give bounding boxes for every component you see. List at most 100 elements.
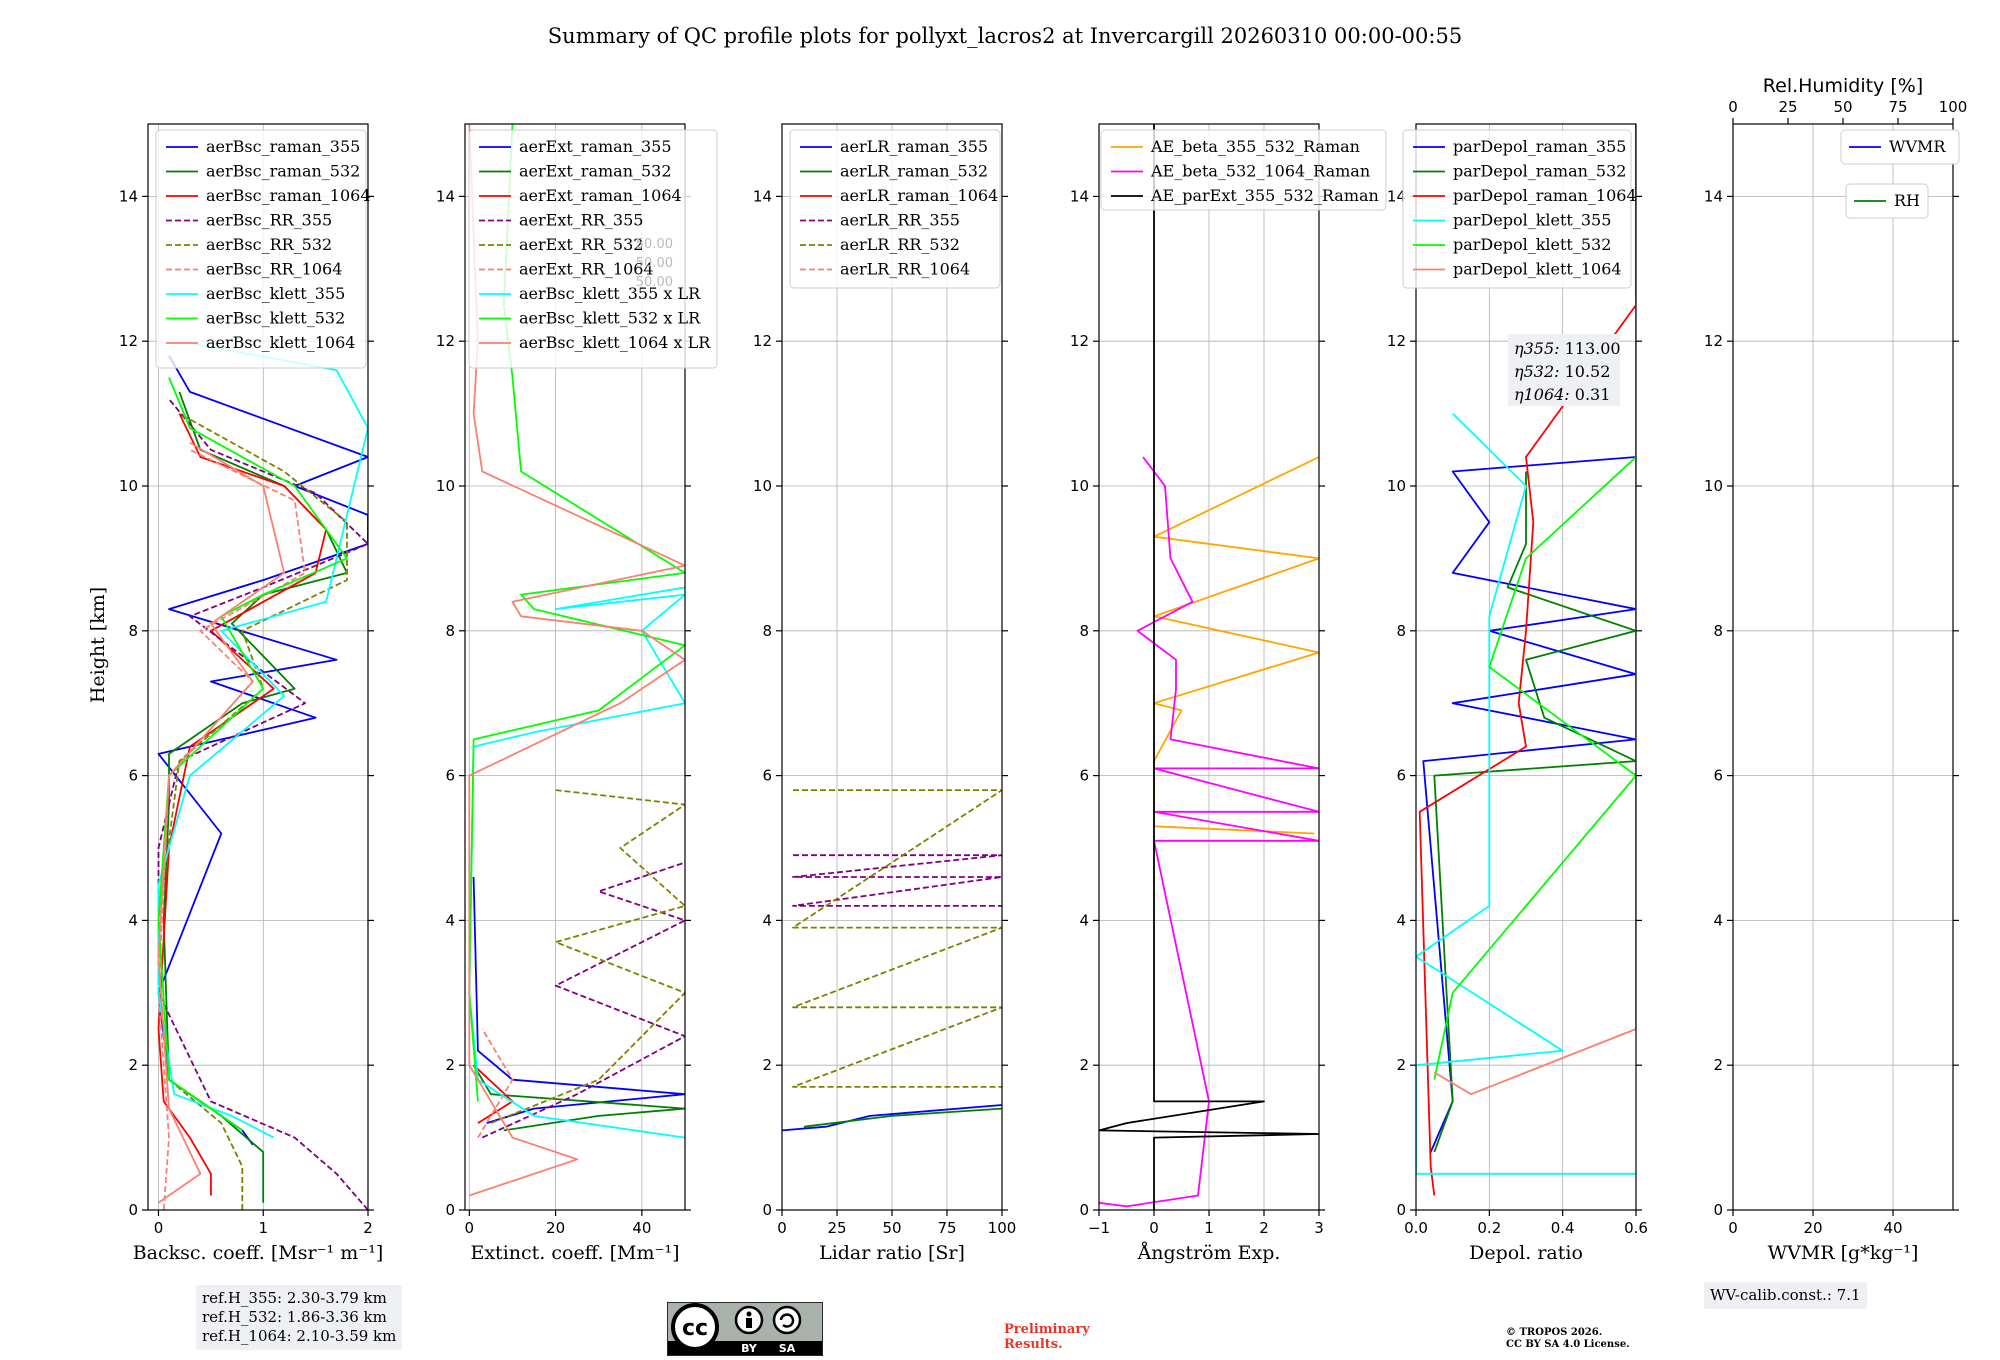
ref-height-532: ref.H_532: 1.86-3.36 km [202,1308,387,1326]
x-tick-label: 0.6 [1624,1219,1648,1237]
plot-frame [147,123,369,1211]
preliminary-line-1: Preliminary [1004,1322,1090,1337]
legend-entry: aerBsc_raman_1064 [206,186,371,205]
y-tick-label: 4 [445,911,455,929]
preliminary-note: Preliminary Results. [1004,1322,1090,1352]
legend-entry: aerLR_RR_355 [840,211,960,230]
legend-entry: aerExt_RR_355 [519,211,643,230]
legend-entry: aerLR_RR_1064 [840,260,970,279]
cc-icon-text: cc [682,1316,708,1341]
y-tick-label: 0 [128,1201,138,1219]
copyright-line-1: © TROPOS 2026. [1506,1327,1603,1338]
top-tick-label: 75 [1888,98,1907,116]
x-tick-label: 0.0 [1404,1219,1428,1237]
sa-icon [772,1305,802,1335]
series-line-aerlr-rr-532 [792,789,1002,1088]
y-tick-label: 8 [1713,622,1723,640]
y-tick-label: 0 [445,1201,455,1219]
y-tick-label: 10 [436,477,455,495]
legend-entry: parDepol_raman_1064 [1453,186,1637,205]
x-tick-label: 0 [1728,1219,1738,1237]
series-line-aerlr-rr-355 [792,854,1002,907]
legend-entry: parDepol_raman_532 [1453,162,1626,181]
legend-entry: aerBsc_klett_532 [206,309,345,328]
y-tick-label: 2 [445,1056,455,1074]
y-tick-label: 0 [1713,1201,1723,1219]
legend-entry: aerBsc_klett_355 [206,284,345,303]
y-tick-label: 6 [762,767,772,785]
top-tick-label: 0 [1728,98,1738,116]
y-tick-label: 14 [119,187,138,205]
series-line-aerbsc-klett-1064-x-lr [468,124,685,1197]
y-tick-label: 4 [1396,911,1406,929]
y-tick-label: 10 [1704,477,1723,495]
legend-entry: aerLR_RR_532 [840,235,960,254]
y-tick-label: 8 [1396,622,1406,640]
series-line-aerext-rr-532 [490,789,685,1124]
y-tick-label: 10 [1387,477,1406,495]
ref-heights-box: ref.H_355: 2.30-3.79 km ref.H_532: 1.86-… [196,1285,403,1350]
y-tick-label: 14 [1704,187,1723,205]
eta-box [1508,334,1620,406]
series-line-aerlr-raman-532 [803,1107,1002,1128]
lidar-ratio-note: 50.00 [636,237,673,252]
x-tick-label: 0 [1149,1219,1159,1237]
legend: parDepol_raman_355 parDepol_raman_532 parD… [1402,129,1637,289]
legend-entry: aerBsc_RR_532 [206,235,332,254]
ref-height-355: ref.H_355: 2.30-3.79 km [202,1289,387,1307]
preliminary-line-2: Results. [1004,1337,1063,1352]
x-axis-label: Depol. ratio [1469,1242,1583,1264]
series-line-ae-beta-532-1064-raman [1099,456,1319,1208]
legend-box [1100,129,1387,211]
y-tick-label: 0 [1079,1201,1089,1219]
legend: aerExt_raman_355 aerExt_raman_532 aerExt_r… [468,129,718,369]
legend-entry: aerBsc_RR_1064 [206,260,342,279]
legend-entry: RH [1894,191,1920,210]
y-tick-label: 6 [1396,767,1406,785]
y-tick-label: 4 [128,911,138,929]
x-tick-label: 1 [258,1219,268,1237]
copyright-note: © TROPOS 2026. CC BY SA 4.0 License. [1506,1327,1630,1351]
y-tick-label: 8 [445,622,455,640]
series-line-pardepol-raman-355 [1422,456,1636,1153]
panel-depolarization: 0 2 4 6 8 10 12 14 0.0 0.2 0.4 0.6 Depol. ratio parDe… [1387,123,1648,1264]
series-line-pardepol-klett-355 [1416,412,1636,1175]
y-axis-label: Height [km] [87,587,109,703]
figure-title: Summary of QC profile plots for pollyxt_… [548,24,1462,48]
lidar-ratio-note: 50.00 [636,275,673,290]
series-line-aerext-rr-355 [481,861,685,1139]
x-tick-label: 20 [546,1219,565,1237]
cc-icon [671,1303,719,1351]
legend-entry: aerLR_raman_355 [840,137,988,156]
x-tick-label: 40 [632,1219,651,1237]
y-tick-label: 2 [128,1056,138,1074]
x-tick-label: 0.2 [1477,1219,1501,1237]
legend-entry: parDepol_klett_532 [1453,235,1611,254]
legend-entry: aerLR_raman_1064 [840,186,998,205]
series-line-pardepol-klett-1064 [1433,297,1636,1096]
series-line-aerbsc-klett-1064 [157,441,286,1204]
y-tick-label: 14 [753,187,772,205]
x-tick-label: 75 [937,1219,956,1237]
y-tick-label: 12 [753,332,772,350]
series-group [782,789,1002,1132]
y-tick-label: 4 [1713,911,1723,929]
y-tick-label: 8 [1079,622,1089,640]
y-tick-label: 14 [436,187,455,205]
lidar-ratio-note: 50.00 [636,256,673,271]
top-tick-label: 100 [1939,98,1968,116]
legend-entry: aerBsc_klett_1064 x LR [519,333,711,352]
series-line-aerbsc-rr-355 [157,398,368,1210]
plot-frame [1415,123,1637,1211]
legend-entry: aerBsc_klett_1064 [206,333,355,352]
x-axis-label: Extinct. coeff. [Mm⁻¹] [470,1242,679,1264]
y-tick-label: 2 [1713,1056,1723,1074]
legend-entry: aerLR_raman_532 [840,162,988,181]
legend: aerLR_raman_355 aerLR_raman_532 aerLR_rama… [789,129,1001,289]
y-tick-label: 4 [1079,911,1089,929]
legend-entry: aerBsc_klett_355 x LR [519,284,701,303]
legend-entry: AE_beta_355_532_Raman [1150,137,1360,156]
legend-entry: aerExt_raman_532 [519,162,672,181]
cc-by-sa-badge: cc BY SA [667,1302,823,1356]
